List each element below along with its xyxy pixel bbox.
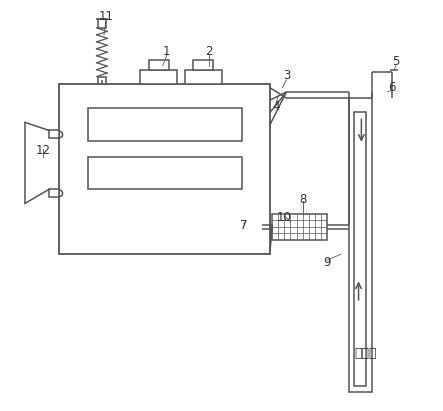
Text: 6: 6 (388, 81, 396, 95)
Bar (88, 157, 242, 189)
Bar (98, 76, 106, 84)
Text: 11: 11 (98, 10, 113, 23)
Text: 2: 2 (206, 45, 213, 58)
Text: 7: 7 (240, 219, 248, 232)
Bar (272, 214, 327, 240)
Text: 3: 3 (283, 69, 290, 82)
Text: 10: 10 (277, 211, 292, 224)
Bar (193, 60, 214, 70)
Bar (98, 19, 106, 28)
Bar (49, 131, 59, 138)
Bar (59, 84, 270, 254)
Text: 9: 9 (323, 256, 330, 269)
Text: 石油井: 石油井 (354, 347, 377, 360)
Bar (49, 189, 59, 196)
Text: 5: 5 (392, 55, 400, 68)
Text: 12: 12 (35, 144, 51, 157)
Bar (140, 70, 177, 84)
Bar (354, 112, 366, 386)
Bar (88, 108, 242, 141)
Bar (148, 60, 169, 70)
Text: 8: 8 (299, 193, 306, 206)
Bar (185, 70, 222, 84)
Text: 1: 1 (163, 45, 171, 58)
Bar (349, 98, 372, 392)
Text: 4: 4 (272, 99, 280, 113)
